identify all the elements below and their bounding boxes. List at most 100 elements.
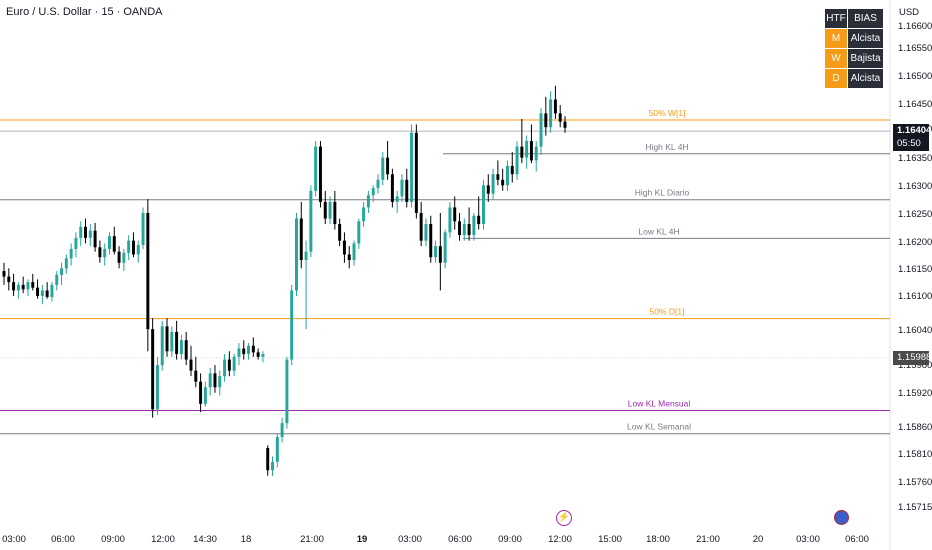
price-tick-label: 1.16250 [898,209,932,220]
candle-body [170,331,174,352]
candle-body [539,113,543,147]
candle-body [357,221,361,244]
candle-body [208,373,212,388]
candle-body [117,251,121,263]
candle-body [36,287,40,296]
candle-body [419,212,423,241]
time-tick-label: 03:00 [796,534,820,545]
candle-body [131,240,135,255]
candle-body [410,132,414,202]
time-tick-label: 03:00 [398,534,422,545]
candle-body [376,179,380,189]
price-axis[interactable]: 1.166001.165501.165001.164501.164001.163… [898,21,932,513]
htf-tf: M [824,28,848,49]
level-label: Low KL Semanal [627,422,691,432]
price-tick-label: 1.16550 [898,43,932,54]
time-tick-label: 06:00 [51,534,75,545]
candle-body [122,252,126,263]
time-tick-label: 09:00 [101,534,125,545]
candle-body [558,113,562,122]
candle-body [386,157,390,175]
price-tick-label: 1.16350 [898,153,932,164]
candle-body [223,359,227,377]
candle-body [362,207,366,222]
htf-row: W Bajista [824,48,884,69]
candle-body [247,345,251,355]
candle-body [467,224,471,236]
candle-body [112,236,116,252]
level-label: High KL Diario [635,188,690,198]
candle-body [438,246,442,263]
time-tick-label: 12:00 [548,534,572,545]
candle-body [371,188,375,196]
economic-event-icon[interactable] [834,510,849,525]
candle-body [12,282,16,291]
key-levels: 50% W[1] High KL 4H High KL Diario Low KL 4… [0,108,890,435]
candle-body [146,212,150,330]
time-axis[interactable]: 03:00 06:00 09:00 12:00 14:30 18 21:00 19 03:00 0… [2,534,869,545]
level-label: High KL 4H [645,142,688,152]
candle-body [160,326,164,366]
candle-body [55,274,59,285]
candle-body [227,359,231,371]
htf-bias: Alcista [847,68,884,89]
candle-body [510,165,514,175]
candle-body [141,212,145,246]
candle-body [491,174,495,194]
candle-body [16,284,20,291]
price-tick-label: 1.16300 [898,181,932,192]
candle-body [318,146,322,202]
price-tick-label: 1.16200 [898,237,932,248]
price-tick-label: 1.15715 [898,502,932,513]
price-tick-label: 1.16600 [898,21,932,32]
htf-tf: W [824,48,848,69]
time-tick-label: 18 [241,534,252,545]
candle-body [184,340,188,360]
candle-body [74,237,78,249]
last-price-badge: 1.16404 [893,124,931,138]
candle-body [515,146,519,175]
candle-body [285,359,289,424]
candle-body [314,146,318,191]
lightning-event-icon[interactable]: ⚡ [556,510,572,526]
bias-header: BIAS [847,8,884,29]
candle-body [496,174,500,180]
candle-body [424,224,428,241]
candle-body [175,331,179,355]
candle-body [108,236,111,249]
candle-body [237,348,241,357]
candle-body [79,226,83,238]
currency-selector[interactable]: USD [898,7,920,18]
candle-body [88,230,92,238]
candle-body [103,248,107,258]
time-tick-label: 06:00 [448,534,472,545]
candle-body [366,195,370,208]
candle-body [304,251,308,260]
htf-bias-table: HTF BIAS M Alcista W Bajista D Alcista [824,8,884,89]
candle-body [347,254,351,260]
candle-body [151,329,155,410]
candle-body [309,190,313,252]
price-tick-label: 1.15860 [898,422,932,433]
candle-body [486,185,490,194]
candle-body [69,248,73,259]
price-tick-label: 1.15920 [898,388,932,399]
candle-body [31,282,35,288]
candle-body [395,196,399,202]
chart-title: Euro / U.S. Dollar · 15 · OANDA [6,6,163,18]
price-tick-label: 1.15980 [898,360,932,371]
candle-body [563,121,567,128]
candle-body [390,174,394,202]
price-tick-label: 1.16100 [898,291,932,302]
time-tick-label: 21:00 [696,534,720,545]
candle-body [21,284,25,290]
level-label: 50% W[1] [649,108,686,118]
candle-body [256,352,260,357]
level-label: Low KL 4H [638,226,679,236]
candle-body [136,245,140,255]
candle-body [505,165,509,186]
time-tick-label: 06:00 [845,534,869,545]
candle-body [414,132,418,213]
candle-body [405,179,409,202]
